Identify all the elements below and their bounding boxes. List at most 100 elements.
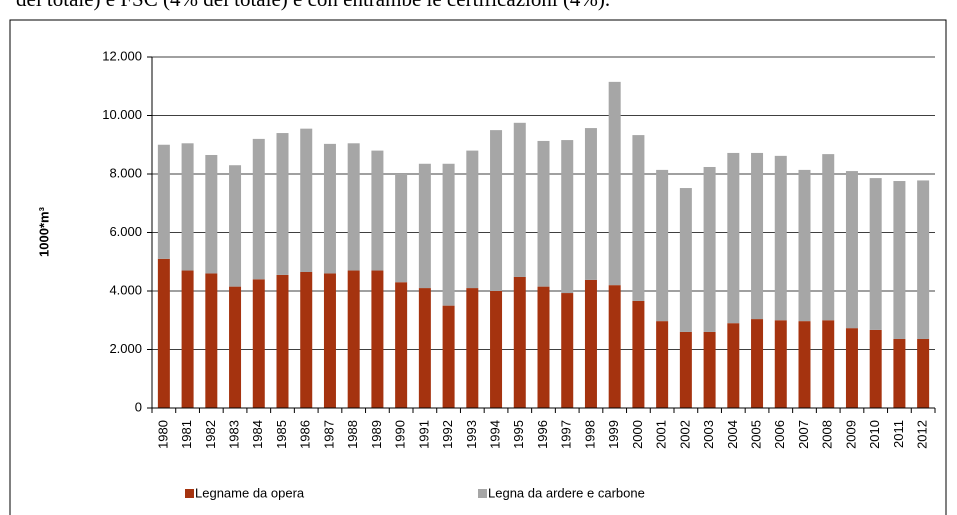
bar (751, 152, 764, 320)
bar (252, 138, 265, 280)
bar (442, 305, 455, 408)
bar (703, 331, 716, 408)
bar (727, 323, 740, 408)
bar (608, 81, 621, 286)
bar (679, 331, 692, 408)
x-tick-label: 1981 (179, 420, 194, 449)
x-tick-label: 2008 (820, 420, 835, 449)
bar (561, 140, 574, 294)
x-tick-label: 2006 (772, 420, 787, 449)
x-tick-label: 2002 (677, 420, 692, 449)
bar (252, 279, 265, 408)
bar (490, 130, 503, 291)
x-tick-label: 2011 (891, 420, 906, 448)
bar (205, 273, 218, 408)
x-tick-label: 2010 (867, 420, 882, 449)
bar (656, 169, 669, 322)
x-tick-label: 1990 (393, 420, 408, 449)
bar (513, 122, 526, 277)
bar (347, 143, 360, 271)
bar (181, 143, 194, 271)
bar (395, 282, 408, 408)
bar (513, 276, 526, 408)
bar (774, 320, 787, 408)
y-tick-label: 0 (135, 399, 142, 414)
bar (893, 338, 906, 408)
bar (537, 140, 550, 287)
bar (276, 274, 289, 408)
caption: del totale) e FSC (4% del totale) e con … (16, 0, 610, 11)
bar (537, 286, 550, 408)
x-tick-label: 2000 (630, 420, 645, 449)
bar (229, 286, 242, 408)
bar (347, 270, 360, 408)
bar (798, 169, 811, 322)
bar (157, 144, 170, 259)
bar (703, 166, 716, 332)
bar (371, 150, 384, 271)
bar (584, 279, 597, 408)
bar (917, 338, 930, 408)
bar (584, 128, 597, 280)
bar (157, 258, 170, 408)
bar (727, 152, 740, 324)
bar (229, 165, 242, 287)
bar (917, 180, 930, 339)
x-tick-label: 1991 (416, 420, 431, 449)
legend-swatch (185, 489, 194, 498)
chart-frame (9, 19, 947, 515)
y-tick-label: 10.000 (102, 107, 142, 122)
legend-label: Legname da opera (195, 485, 305, 500)
bar (205, 154, 218, 274)
legend-swatch (478, 489, 487, 498)
bar (798, 321, 811, 408)
x-tick-label: 1994 (487, 420, 502, 449)
y-tick-label: 6.000 (109, 224, 142, 239)
x-tick-label: 2009 (843, 420, 858, 449)
x-tick-label: 2007 (796, 420, 811, 449)
x-tick-label: 1987 (321, 420, 336, 449)
bar (869, 178, 882, 330)
y-axis-label: 1000*m³ (36, 206, 51, 257)
x-tick-label: 2004 (725, 420, 740, 449)
x-tick-label: 1993 (464, 420, 479, 449)
bar (845, 328, 858, 408)
bar (632, 135, 645, 301)
bar (632, 300, 645, 408)
legend-label: Legna da ardere e carbone (488, 485, 645, 500)
bar (276, 133, 289, 275)
bar (395, 174, 408, 283)
y-tick-label: 12.000 (102, 48, 142, 63)
x-tick-label: 1996 (535, 420, 550, 449)
bar (656, 321, 669, 408)
x-tick-label: 2001 (654, 420, 669, 449)
bar (679, 188, 692, 332)
bar (845, 171, 858, 329)
x-tick-label: 1995 (511, 420, 526, 449)
bar (323, 273, 336, 408)
bar (774, 155, 787, 321)
x-tick-label: 1998 (582, 420, 597, 449)
x-tick-label: 1982 (203, 420, 218, 449)
y-tick-label: 2.000 (109, 341, 142, 356)
x-tick-label: 2005 (748, 420, 763, 449)
x-tick-label: 1999 (606, 420, 621, 449)
bar (751, 319, 764, 408)
bar (442, 163, 455, 306)
bar (490, 291, 503, 408)
x-tick-label: 1992 (440, 420, 455, 449)
bar (893, 181, 906, 339)
x-tick-label: 1983 (226, 420, 241, 449)
x-tick-label: 1980 (155, 420, 170, 449)
bar (822, 154, 835, 321)
y-tick-label: 8.000 (109, 165, 142, 180)
bar (418, 288, 431, 408)
bar (300, 128, 313, 272)
bar (371, 270, 384, 408)
bar (323, 143, 336, 274)
bar (822, 320, 835, 408)
x-tick-label: 1989 (369, 420, 384, 449)
bar (181, 270, 194, 408)
y-tick-label: 4.000 (109, 282, 142, 297)
